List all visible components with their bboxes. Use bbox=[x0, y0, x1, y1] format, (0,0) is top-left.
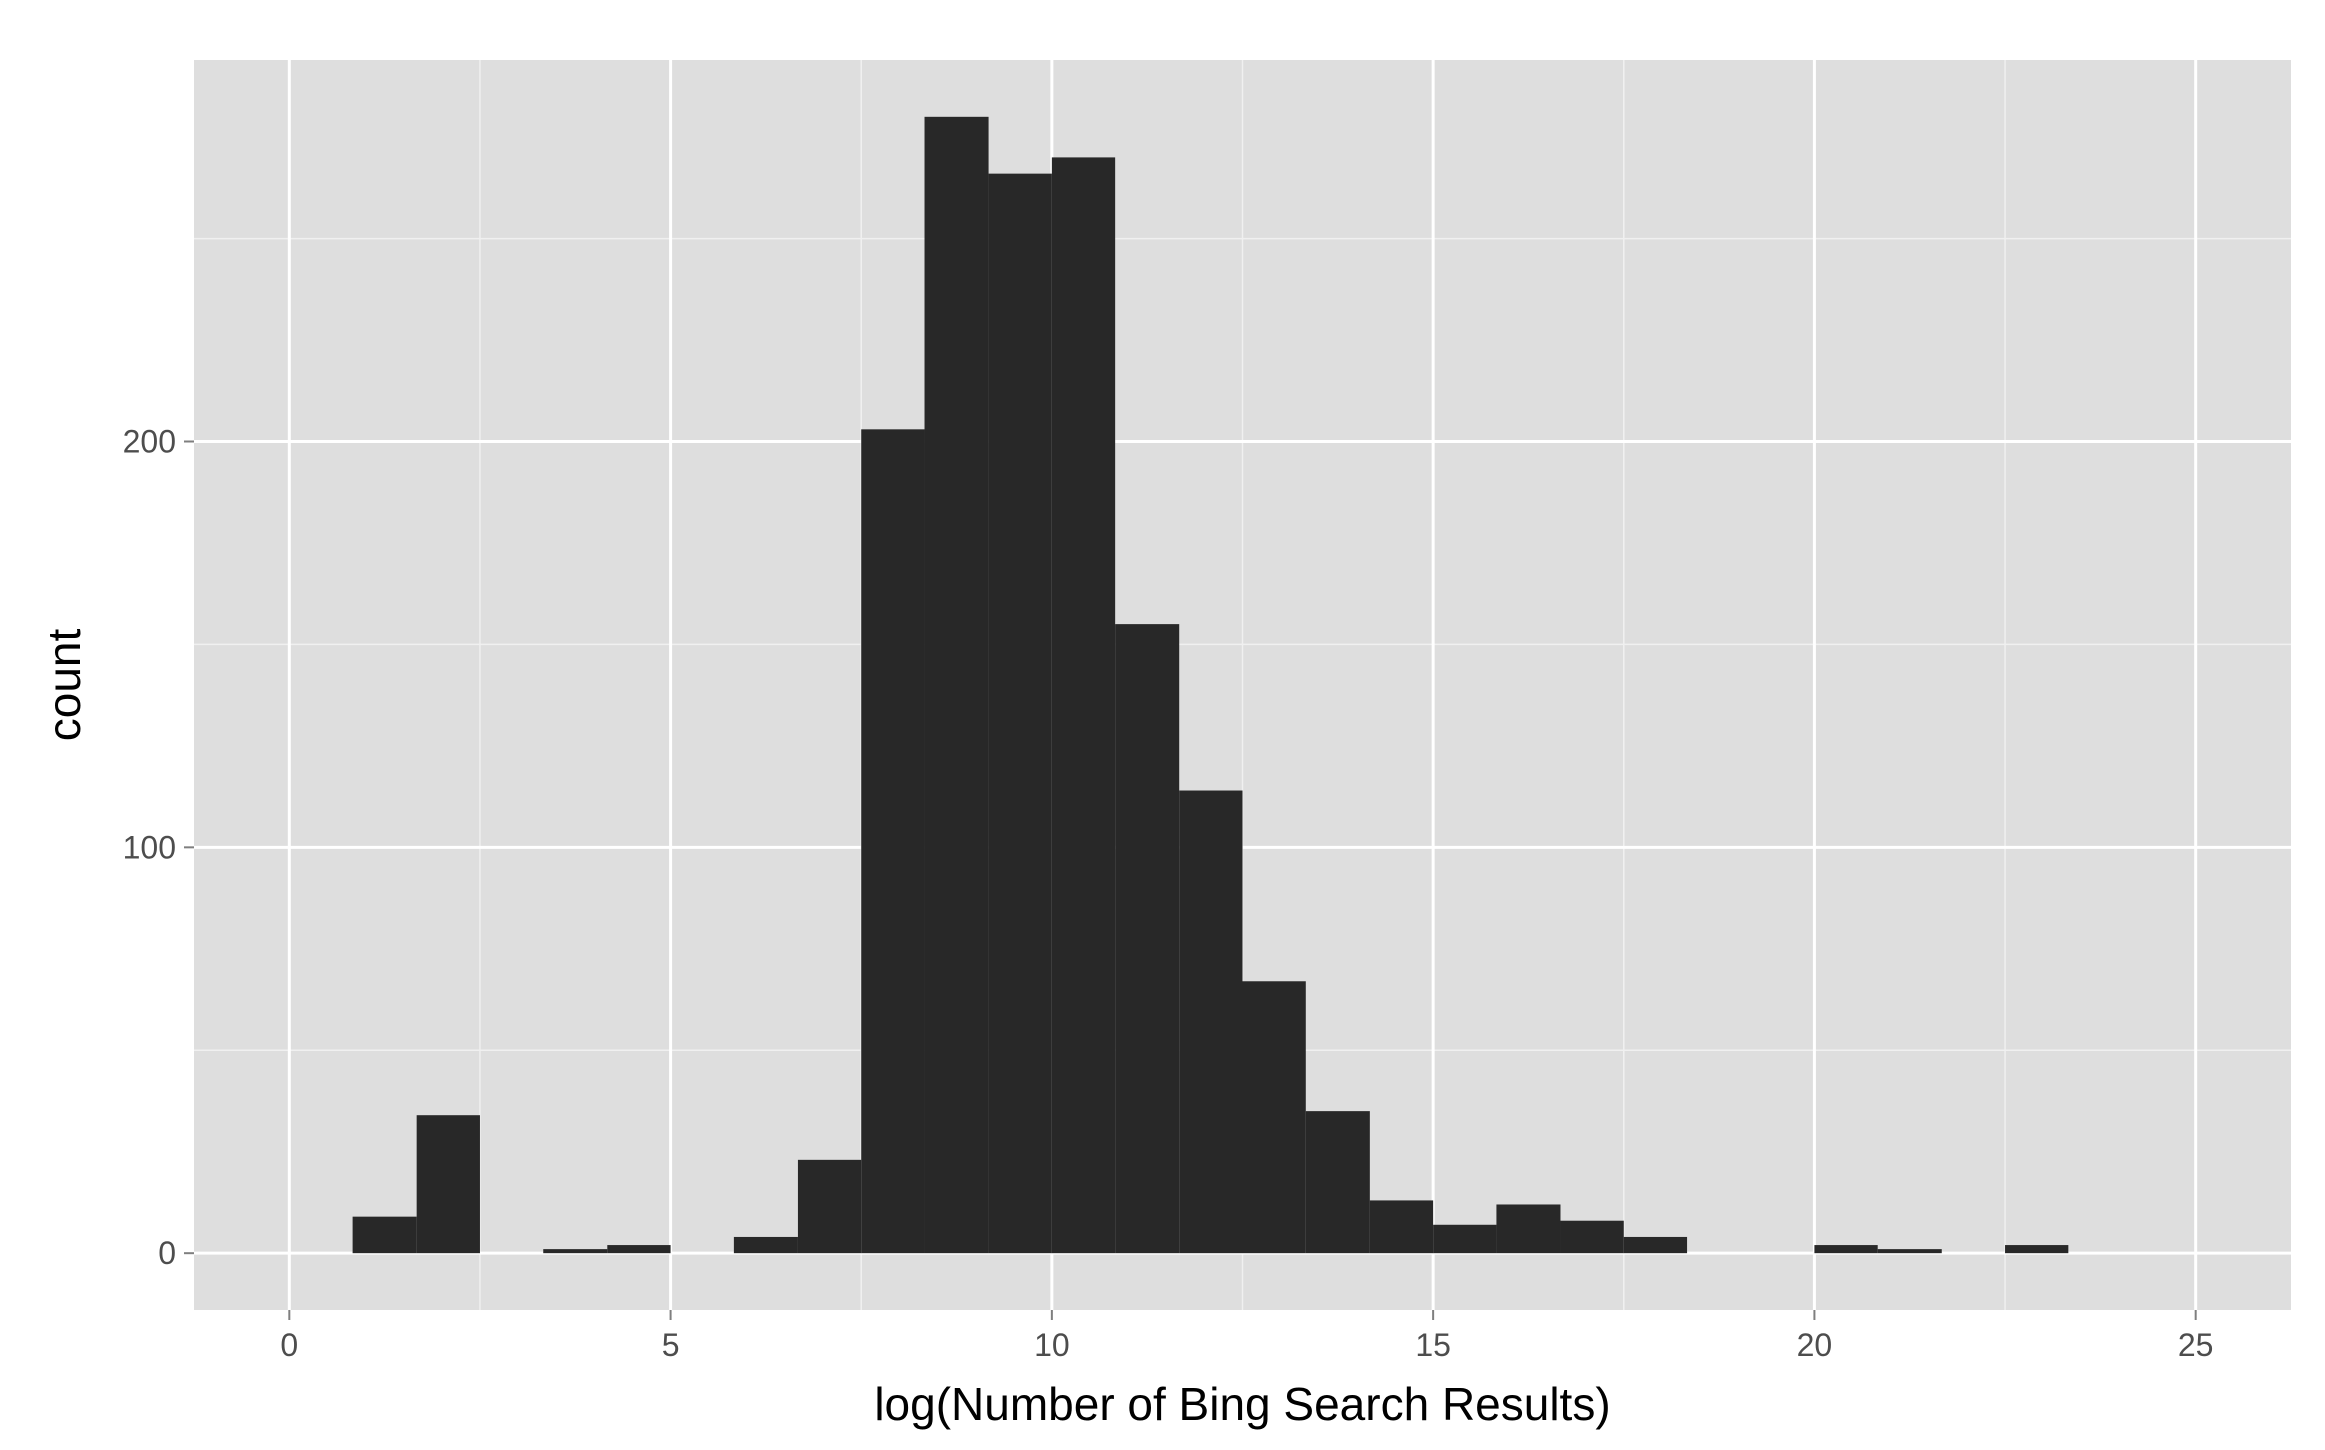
x-axis: 0 5 10 15 20 25 bbox=[280, 1310, 2213, 1363]
y-tick-label: 200 bbox=[123, 423, 176, 459]
y-tick-label: 0 bbox=[158, 1235, 176, 1271]
histogram-bar bbox=[988, 173, 1052, 1254]
histogram-bar bbox=[1814, 1245, 1878, 1254]
y-axis-title: count bbox=[38, 629, 90, 742]
histogram-bar bbox=[1051, 157, 1116, 1254]
y-tick-label: 100 bbox=[123, 829, 176, 865]
histogram-bar bbox=[1496, 1204, 1561, 1254]
histogram-bar bbox=[1369, 1200, 1434, 1254]
x-tick-label: 15 bbox=[1415, 1327, 1451, 1363]
histogram-bar bbox=[1560, 1220, 1624, 1254]
x-tick-label: 20 bbox=[1797, 1327, 1833, 1363]
histogram-bars bbox=[352, 116, 2069, 1254]
histogram-bar bbox=[416, 1115, 480, 1254]
x-tick-label: 5 bbox=[662, 1327, 680, 1363]
histogram-bar bbox=[1623, 1236, 1688, 1254]
histogram-bar bbox=[1877, 1249, 1942, 1254]
histogram-bar bbox=[1433, 1224, 1497, 1254]
histogram-bar bbox=[1179, 790, 1243, 1254]
histogram-bar bbox=[2005, 1245, 2069, 1254]
x-axis-title: log(Number of Bing Search Results) bbox=[874, 1378, 1610, 1430]
x-tick-label: 10 bbox=[1034, 1327, 1070, 1363]
histogram-bar bbox=[607, 1245, 671, 1254]
histogram-bar bbox=[1115, 624, 1180, 1254]
histogram-bar bbox=[543, 1249, 608, 1254]
histogram-bar bbox=[861, 429, 925, 1254]
x-tick-label: 0 bbox=[280, 1327, 298, 1363]
x-tick-label: 25 bbox=[2178, 1327, 2214, 1363]
histogram-bar bbox=[924, 116, 989, 1254]
histogram-bar bbox=[733, 1236, 798, 1254]
histogram-bar bbox=[797, 1159, 862, 1254]
histogram-bar bbox=[1242, 981, 1306, 1254]
histogram-bar bbox=[1305, 1111, 1370, 1254]
histogram-bar bbox=[352, 1216, 417, 1254]
y-axis: 0 100 200 bbox=[123, 423, 194, 1271]
